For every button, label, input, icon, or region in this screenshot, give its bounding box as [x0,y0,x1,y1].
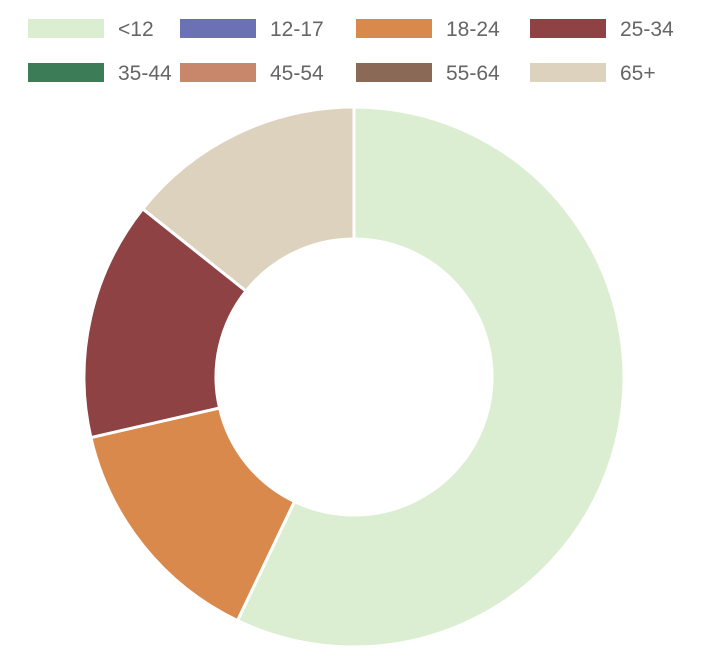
donut-slices [82,105,626,649]
legend-label-lt-12[interactable]: <12 [118,18,154,41]
legend-swatch-18-24[interactable] [356,19,432,38]
legend-label-25-34[interactable]: 25-34 [620,18,674,41]
legend-swatch-25-34[interactable] [530,19,606,38]
legend-swatch-45-54[interactable] [180,63,256,82]
legend-label-18-24[interactable]: 18-24 [446,18,500,41]
legend-label-45-54[interactable]: 45-54 [270,62,324,85]
legend-label-55-64[interactable]: 55-64 [446,62,500,85]
legend-swatch-65-plus[interactable] [530,63,606,82]
legend-label-12-17[interactable]: 12-17 [270,18,324,41]
legend-swatch-lt-12[interactable] [28,19,104,38]
slice-25-34[interactable] [82,206,249,440]
legend-swatch-35-44[interactable] [28,63,104,82]
legend-swatch-12-17[interactable] [180,19,256,38]
legend-label-35-44[interactable]: 35-44 [118,62,172,85]
slice-65-plus[interactable] [140,105,356,294]
legend-label-65-plus[interactable]: 65+ [620,62,656,85]
legend: <12 12-17 18-24 25-34 35-44 45-54 55-64 65+ [28,18,674,85]
slice-18-24[interactable] [89,406,297,623]
legend-swatch-55-64[interactable] [356,63,432,82]
slice-lt-12[interactable] [235,105,626,649]
